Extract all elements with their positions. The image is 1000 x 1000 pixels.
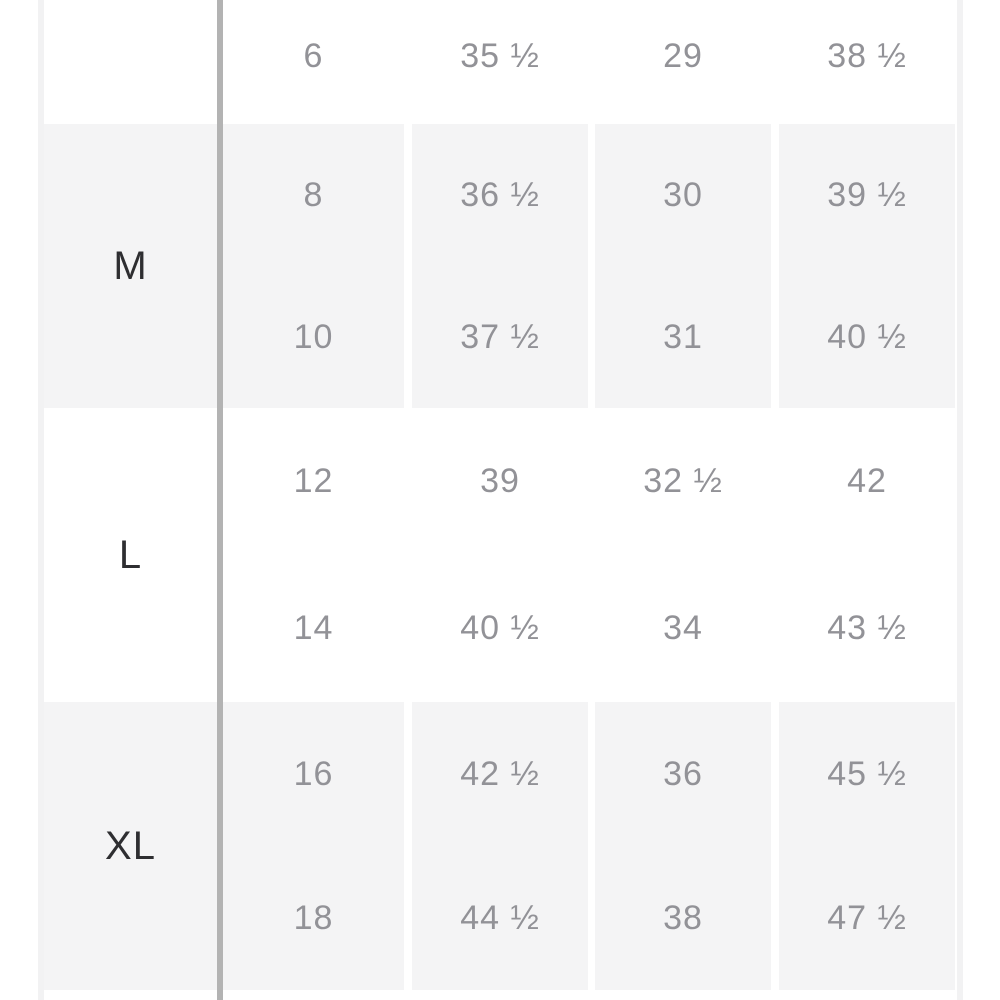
measurement-cell: 29 (663, 36, 703, 75)
measurement-cell: 39 (480, 462, 520, 500)
size-value-cell: 16 (293, 754, 334, 793)
measurement-cell: 30 (663, 175, 703, 214)
size-value-cell: 10 (293, 317, 334, 356)
waist-measurement-column: 29 (595, 0, 771, 124)
hip-measurement-column: 38 ½ (779, 0, 955, 124)
measurement-cell: 39 ½ (827, 175, 907, 214)
size-value-cell: 18 (293, 898, 334, 937)
measurement-cell: 40 ½ (460, 609, 540, 647)
size-group-label: L (44, 408, 217, 702)
table-left-border (38, 0, 44, 1000)
waist-measurement-column: 36 38 (595, 702, 771, 990)
measurement-cell: 43 ½ (827, 609, 907, 647)
measurement-cell: 34 (663, 609, 703, 647)
numeric-size-column: 16 18 (223, 702, 404, 990)
size-value-cell: 14 (293, 609, 334, 647)
measurement-cell: 36 (663, 754, 703, 793)
waist-measurement-column: 32 ½ 34 (595, 408, 771, 702)
size-group-section-m: M 8 10 36 ½ 37 ½ 30 31 39 ½ 40 ½ (0, 124, 1000, 408)
bust-measurement-column: 35 ½ (412, 0, 588, 124)
size-value-cell: 6 (303, 36, 324, 75)
size-group-label: XL (44, 702, 217, 990)
measurement-cell: 47 ½ (827, 898, 907, 937)
measurement-cell: 37 ½ (460, 317, 540, 356)
waist-measurement-column: 30 31 (595, 124, 771, 408)
measurement-cell: 36 ½ (460, 175, 540, 214)
size-value-cell: 8 (303, 175, 324, 214)
size-group-section: 6 35 ½ 29 38 ½ (0, 0, 1000, 124)
hip-measurement-column: 42 43 ½ (779, 408, 955, 702)
measurement-cell: 42 (847, 462, 887, 500)
size-group-label: M (44, 124, 217, 408)
measurement-cell: 31 (663, 317, 703, 356)
size-group-label-text: L (118, 532, 143, 577)
numeric-size-column: 6 (223, 0, 404, 124)
measurement-cell: 32 ½ (643, 462, 723, 500)
column-separator-line (217, 0, 223, 1000)
measurement-cell: 40 ½ (827, 317, 907, 356)
bust-measurement-column: 39 40 ½ (412, 408, 588, 702)
numeric-size-column: 8 10 (223, 124, 404, 408)
size-group-label (44, 0, 217, 124)
hip-measurement-column: 39 ½ 40 ½ (779, 124, 955, 408)
hip-measurement-column: 45 ½ 47 ½ (779, 702, 955, 990)
size-group-section-l: L 12 14 39 40 ½ 32 ½ 34 42 43 ½ (0, 408, 1000, 702)
size-value-cell: 12 (293, 462, 334, 500)
measurement-cell: 38 ½ (827, 36, 907, 75)
measurement-cell: 38 (663, 898, 703, 937)
bust-measurement-column: 36 ½ 37 ½ (412, 124, 588, 408)
bust-measurement-column: 42 ½ 44 ½ (412, 702, 588, 990)
size-group-label-text: XL (105, 823, 156, 868)
size-group-label-text: M (113, 243, 148, 288)
measurement-cell: 45 ½ (827, 754, 907, 793)
table-right-border (957, 0, 963, 1000)
measurement-cell: 42 ½ (460, 754, 540, 793)
numeric-size-column: 12 14 (223, 408, 404, 702)
size-group-section-xl: XL 16 18 42 ½ 44 ½ 36 38 45 ½ 47 ½ (0, 702, 1000, 990)
measurement-cell: 44 ½ (460, 898, 540, 937)
measurement-cell: 35 ½ (460, 36, 540, 75)
